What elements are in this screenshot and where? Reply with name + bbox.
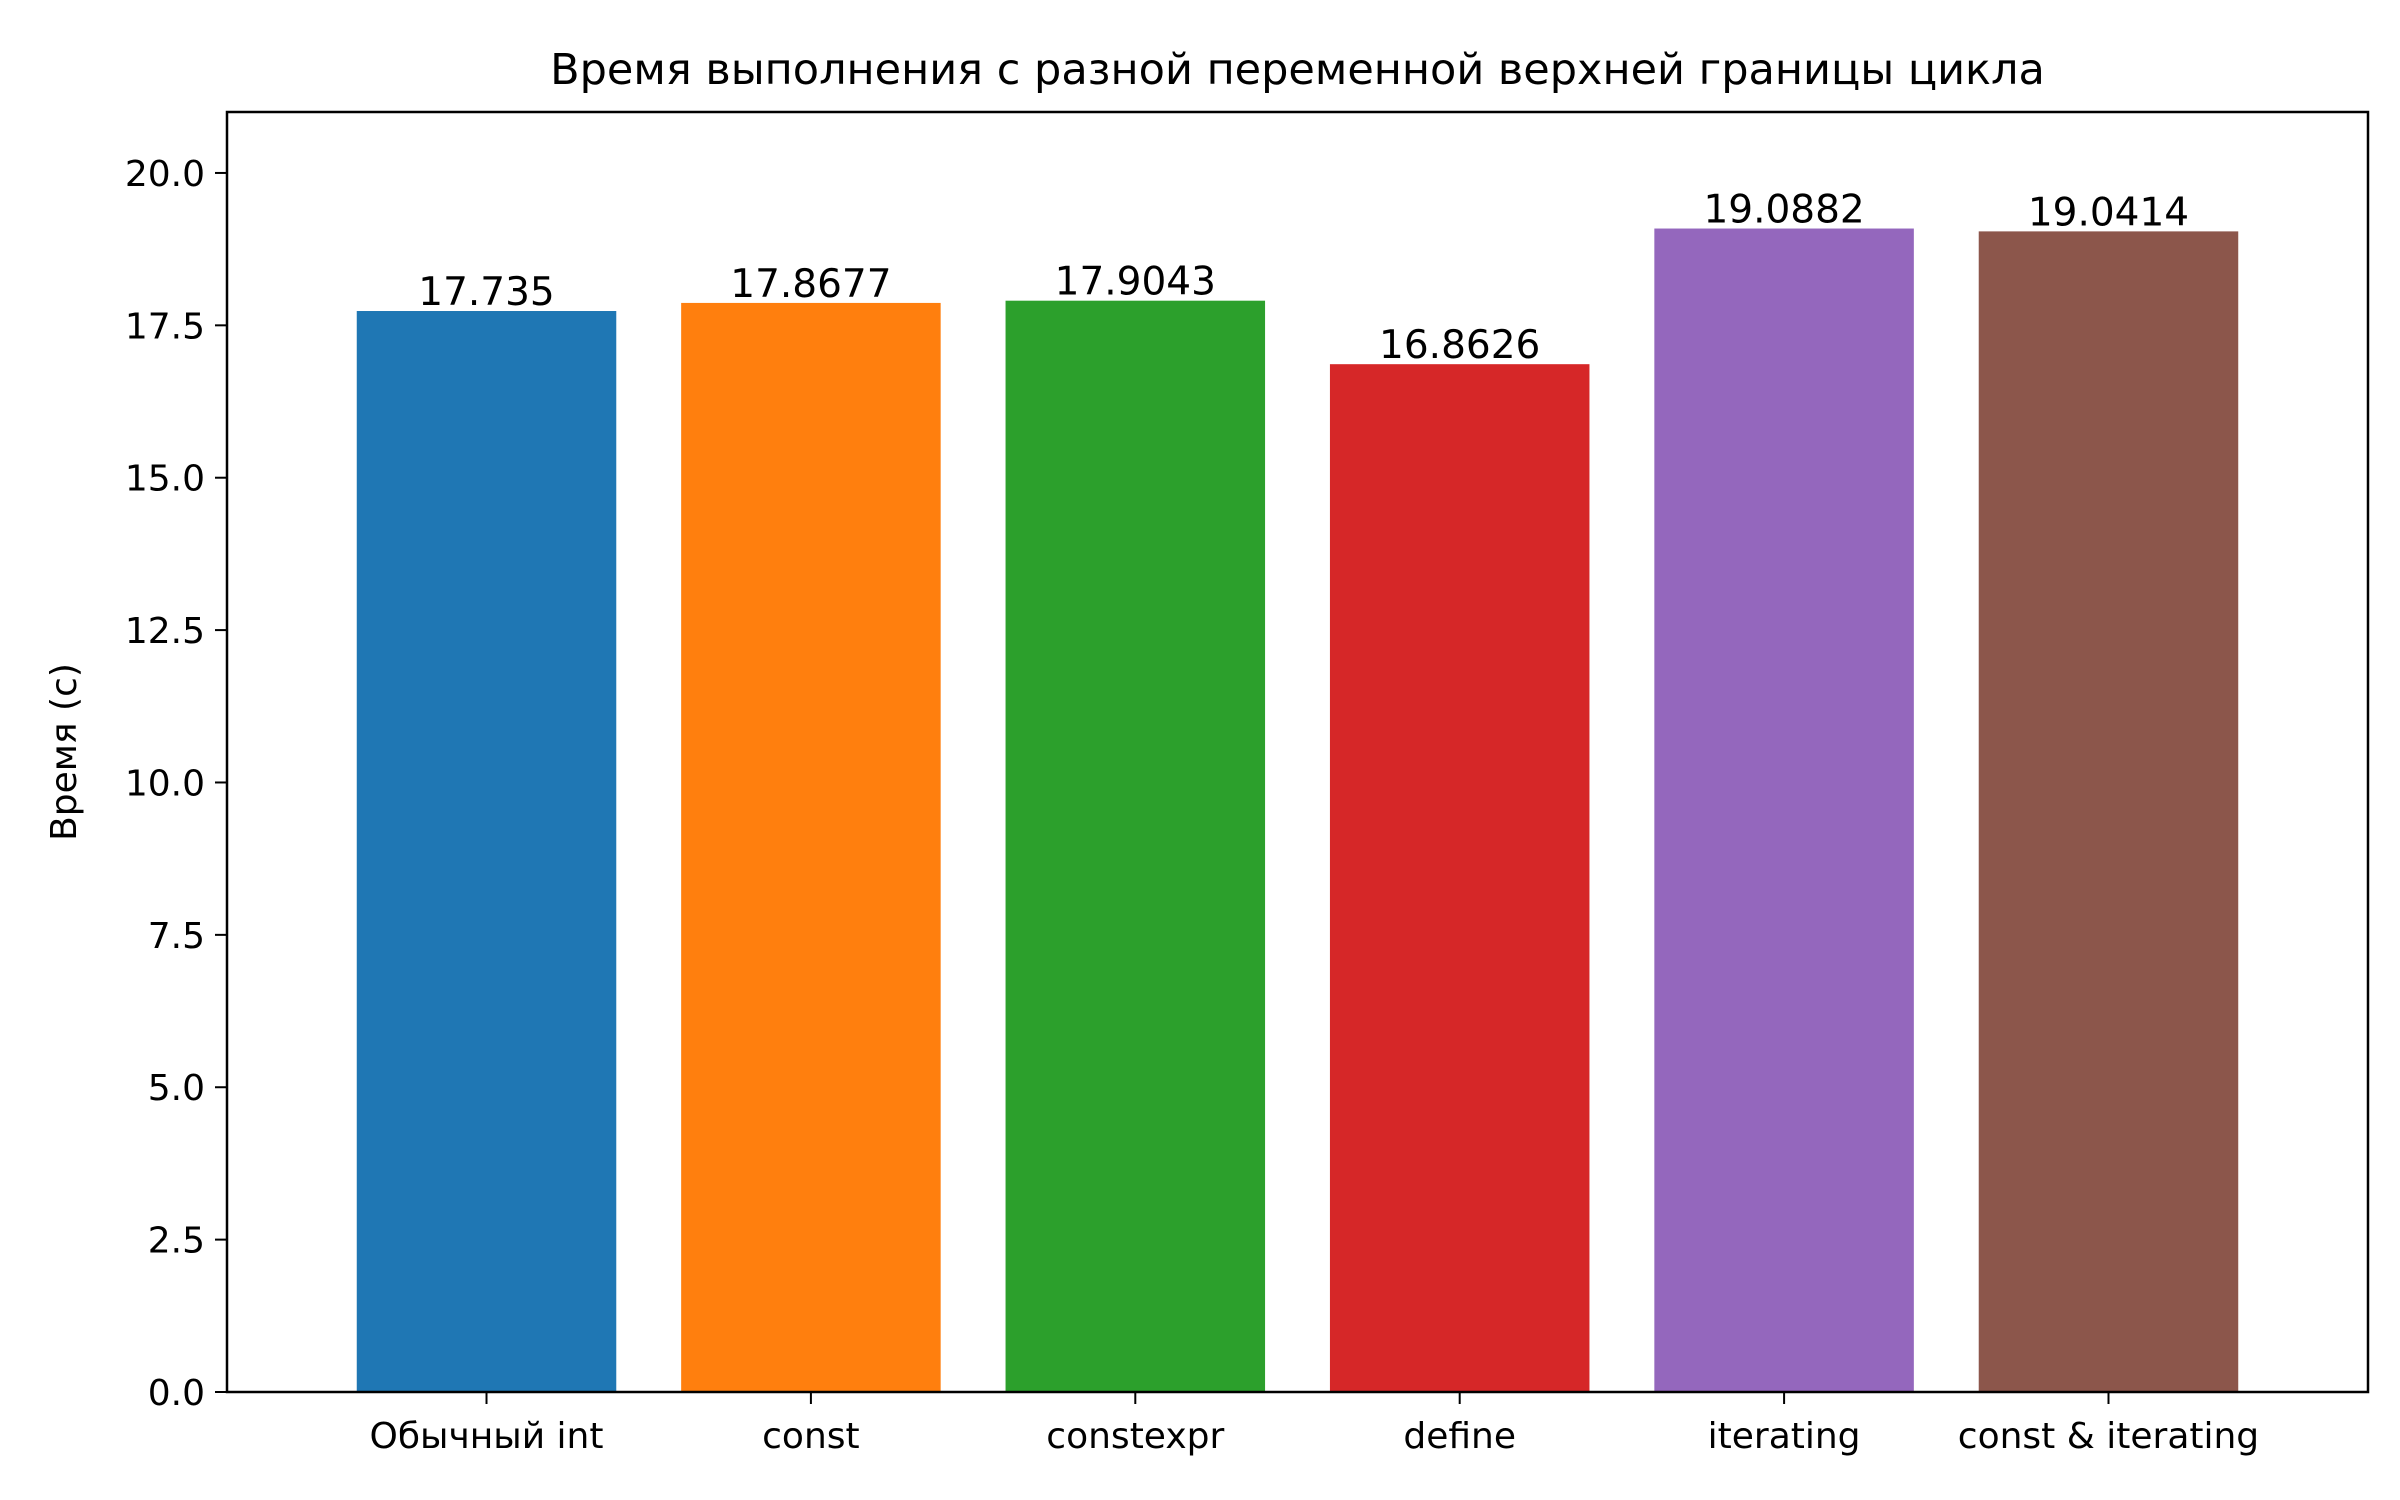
bar-5 [1978, 231, 2239, 1392]
x-tick-label: constexpr [1046, 1416, 1224, 1457]
bar-4 [1654, 228, 1914, 1392]
bars-group [356, 228, 2239, 1393]
y-tick-label: 7.5 [148, 916, 205, 957]
bar-value-label: 17.735 [418, 270, 554, 315]
y-tick-label: 0.0 [148, 1373, 205, 1414]
chart-title: Время выполнения с разной переменной вер… [550, 45, 2045, 95]
bar-value-label: 19.0414 [2028, 190, 2189, 235]
y-tick-label: 17.5 [125, 306, 205, 347]
bar-value-label: 19.0882 [1703, 188, 1864, 233]
y-tick-label: 20.0 [125, 154, 205, 195]
value-labels-group: 17.735 17.8677 17.9043 16.8626 19.0882 19.041… [418, 188, 2189, 369]
bar-value-label: 17.9043 [1055, 260, 1216, 305]
bar-value-label: 16.8626 [1379, 323, 1540, 368]
x-tick-label: iterating [1708, 1416, 1861, 1457]
x-tick-label: Обычный int [370, 1416, 604, 1457]
x-tick-label: define [1403, 1416, 1516, 1457]
y-tick-label: 12.5 [125, 611, 205, 652]
bar-value-label: 17.8677 [730, 262, 891, 307]
x-axis: Обычный int const constexpr define iterating… [370, 1392, 2259, 1457]
y-tick-label: 10.0 [125, 763, 205, 804]
plot-frame [225, 110, 2370, 1394]
x-tick-label: const & iterating [1958, 1416, 2259, 1457]
y-axis-label: Время (с) [44, 663, 85, 841]
x-tick-label: const [762, 1416, 860, 1457]
y-tick-label: 5.0 [148, 1068, 205, 1109]
bar-3 [1329, 364, 1590, 1393]
bar-0 [356, 311, 617, 1392]
bar-2 [1005, 300, 1266, 1392]
y-tick-label: 15.0 [125, 459, 205, 500]
bar-1 [681, 302, 941, 1392]
y-tick-label: 2.5 [148, 1221, 205, 1262]
y-axis: 0.0 2.5 5.0 7.5 10.0 12.5 15.0 17.5 20.0 [125, 154, 227, 1414]
